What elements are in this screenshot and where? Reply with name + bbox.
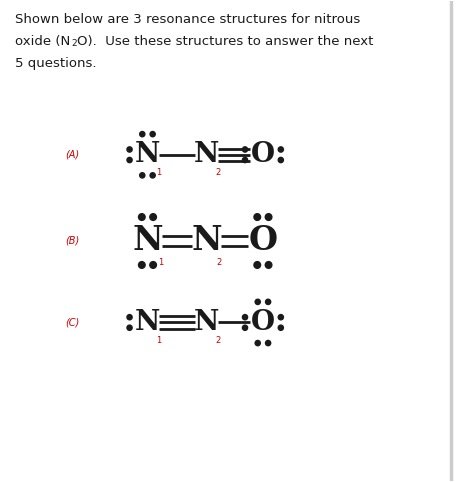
- Circle shape: [278, 158, 283, 162]
- Circle shape: [127, 315, 132, 320]
- Text: O).  Use these structures to answer the next: O). Use these structures to answer the n…: [77, 35, 373, 48]
- Text: N: N: [135, 309, 160, 336]
- Circle shape: [127, 147, 132, 152]
- Circle shape: [150, 173, 155, 178]
- Circle shape: [255, 340, 260, 346]
- Circle shape: [150, 214, 156, 220]
- Circle shape: [242, 147, 247, 152]
- Text: 2: 2: [217, 258, 222, 267]
- Text: 1: 1: [158, 258, 163, 267]
- Circle shape: [254, 214, 261, 220]
- Text: N: N: [132, 225, 163, 257]
- Text: 1: 1: [156, 168, 162, 177]
- Circle shape: [265, 299, 271, 305]
- Text: 2: 2: [215, 168, 220, 177]
- Text: 2: 2: [215, 336, 220, 345]
- Text: oxide (N: oxide (N: [15, 35, 70, 48]
- Text: O: O: [248, 225, 277, 257]
- Circle shape: [278, 315, 283, 320]
- Circle shape: [150, 132, 155, 137]
- Circle shape: [150, 262, 156, 268]
- Text: N: N: [135, 141, 160, 168]
- Text: (B): (B): [65, 236, 79, 246]
- Circle shape: [127, 325, 132, 330]
- Circle shape: [265, 262, 272, 268]
- Text: Shown below are 3 resonance structures for nitrous: Shown below are 3 resonance structures f…: [15, 13, 360, 27]
- Circle shape: [265, 340, 271, 346]
- Circle shape: [242, 325, 247, 330]
- Circle shape: [138, 214, 145, 220]
- Text: 1: 1: [156, 336, 162, 345]
- Circle shape: [242, 315, 247, 320]
- Circle shape: [127, 158, 132, 162]
- Text: 2: 2: [72, 39, 77, 48]
- Circle shape: [278, 147, 283, 152]
- Text: O: O: [251, 309, 275, 336]
- Circle shape: [138, 262, 145, 268]
- Circle shape: [265, 214, 272, 220]
- Text: (C): (C): [65, 318, 79, 327]
- Circle shape: [278, 325, 283, 330]
- Text: N: N: [194, 141, 219, 168]
- Text: 5 questions.: 5 questions.: [15, 57, 96, 70]
- Circle shape: [254, 262, 261, 268]
- Circle shape: [140, 173, 145, 178]
- Circle shape: [255, 299, 260, 305]
- Circle shape: [140, 132, 145, 137]
- Text: (A): (A): [65, 150, 79, 160]
- Text: N: N: [194, 309, 219, 336]
- Text: O: O: [251, 141, 275, 168]
- Circle shape: [242, 158, 247, 162]
- Text: N: N: [191, 225, 222, 257]
